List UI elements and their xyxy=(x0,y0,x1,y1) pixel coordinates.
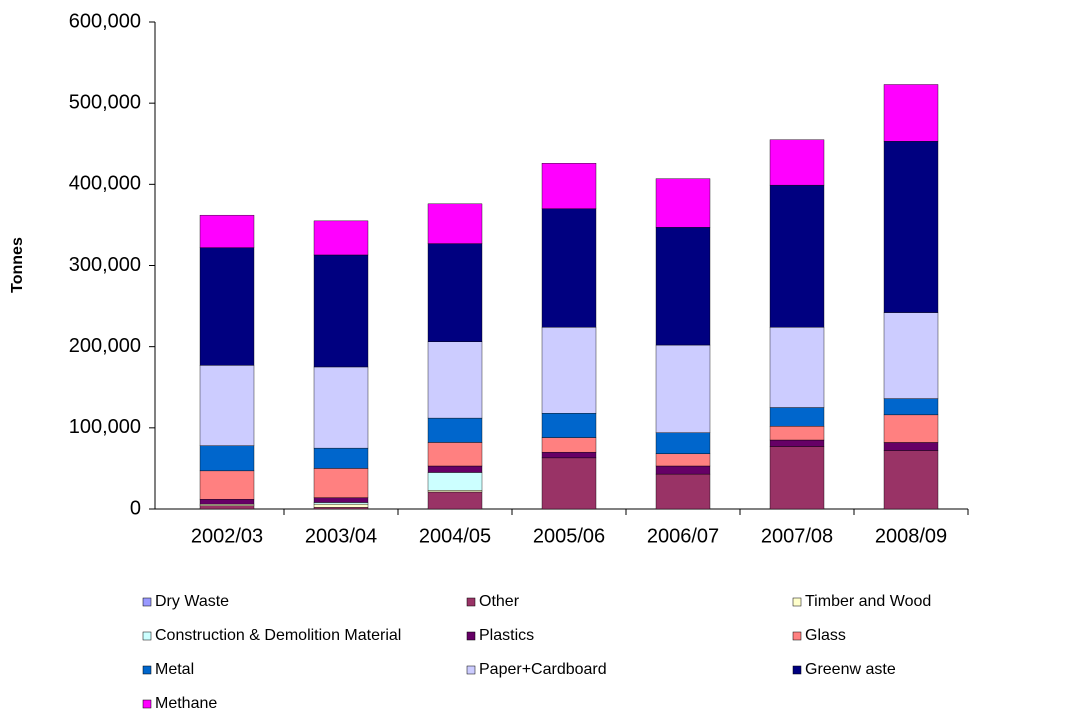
legend-swatch xyxy=(142,699,152,709)
bar-segment xyxy=(769,326,825,408)
legend-swatch xyxy=(142,631,152,641)
bar-segment xyxy=(541,437,597,453)
y-tick-label: 0 xyxy=(130,497,141,519)
legend-label: Dry Waste xyxy=(155,593,229,610)
legend-swatch xyxy=(466,631,476,641)
legend-swatch xyxy=(142,597,152,607)
legend-label: Construction & Demolition Material xyxy=(155,627,401,644)
legend-label: Metal xyxy=(155,661,194,678)
bar-segment xyxy=(199,505,255,510)
legend-swatch xyxy=(792,665,802,675)
x-tick-label: 2002/03 xyxy=(191,525,263,547)
bar-segment xyxy=(427,203,483,244)
legend-swatch xyxy=(466,665,476,675)
bar-segment xyxy=(883,450,939,510)
y-tick-label: 400,000 xyxy=(69,173,141,195)
x-tick-label: 2003/04 xyxy=(305,525,377,547)
bar-segment xyxy=(199,445,255,472)
bar-segment xyxy=(313,366,369,449)
bar-segment xyxy=(313,220,369,256)
y-tick-label: 600,000 xyxy=(69,10,141,32)
legend-label: Glass xyxy=(805,627,846,644)
bar-segment xyxy=(769,439,825,447)
bar-segment xyxy=(541,457,597,510)
bar-segment xyxy=(313,503,369,508)
bar-segment xyxy=(427,491,483,510)
bar-segment xyxy=(427,472,483,491)
y-axis-title: Tonnes xyxy=(9,237,26,293)
x-tick-label: 2004/05 xyxy=(419,525,491,547)
bar-segment xyxy=(313,468,369,498)
legend-swatch xyxy=(142,665,152,675)
bar-segment xyxy=(313,447,369,469)
legend-swatch xyxy=(466,597,476,607)
bar-segment xyxy=(655,453,711,467)
bar-segment xyxy=(769,139,825,186)
bar-segment xyxy=(655,432,711,455)
bar-segment xyxy=(883,398,939,416)
bar-segment xyxy=(199,499,255,505)
bar-segment xyxy=(769,184,825,328)
bar-segment xyxy=(199,470,255,500)
legend-swatch xyxy=(792,631,802,641)
legend-label: Methane xyxy=(155,695,217,712)
y-tick-label: 100,000 xyxy=(69,416,141,438)
x-tick-label: 2008/09 xyxy=(875,525,947,547)
bar-segment xyxy=(427,341,483,419)
bar-segment xyxy=(427,442,483,467)
legend-swatch xyxy=(792,597,802,607)
x-tick-label: 2006/07 xyxy=(647,525,719,547)
bar-segment xyxy=(313,507,369,510)
bar-segment xyxy=(655,227,711,346)
bar-segment xyxy=(769,407,825,427)
y-tick-label: 200,000 xyxy=(69,335,141,357)
legend-label: Timber and Wood xyxy=(805,593,931,610)
x-tick-label: 2005/06 xyxy=(533,525,605,547)
bar-segment xyxy=(541,451,597,459)
bar-segment xyxy=(655,473,711,510)
bar-segment xyxy=(541,163,597,209)
bar-segment xyxy=(313,497,369,503)
legend-label: Plastics xyxy=(479,627,534,644)
legend-label: Paper+Cardboard xyxy=(479,661,607,678)
bar-segment xyxy=(541,208,597,328)
bar-segment xyxy=(655,344,711,433)
bar-segment xyxy=(427,465,483,473)
bar-segment xyxy=(199,214,255,248)
bar-segment xyxy=(541,326,597,414)
bar-segment xyxy=(655,465,711,475)
bar-segment xyxy=(427,490,483,493)
bar-segment xyxy=(427,417,483,443)
bar-segment xyxy=(199,503,255,506)
bar-segment xyxy=(769,426,825,441)
legend-label: Greenw aste xyxy=(805,661,896,678)
bar-segment xyxy=(769,446,825,510)
bar-segment xyxy=(313,502,369,505)
bar-segment xyxy=(313,254,369,368)
bar-segment xyxy=(883,312,939,399)
bar-segment xyxy=(883,141,939,313)
legend-label: Other xyxy=(479,593,520,610)
bar-segment xyxy=(427,243,483,342)
bar-segment xyxy=(883,84,939,142)
y-tick-label: 300,000 xyxy=(69,254,141,276)
y-tick-label: 500,000 xyxy=(69,91,141,113)
bar-segment xyxy=(883,414,939,443)
bar-segment xyxy=(541,413,597,438)
bar-segment xyxy=(655,178,711,228)
bar-segment xyxy=(883,442,939,451)
x-tick-label: 2007/08 xyxy=(761,525,833,547)
bar-segment xyxy=(199,247,255,366)
bar-segment xyxy=(199,365,255,446)
